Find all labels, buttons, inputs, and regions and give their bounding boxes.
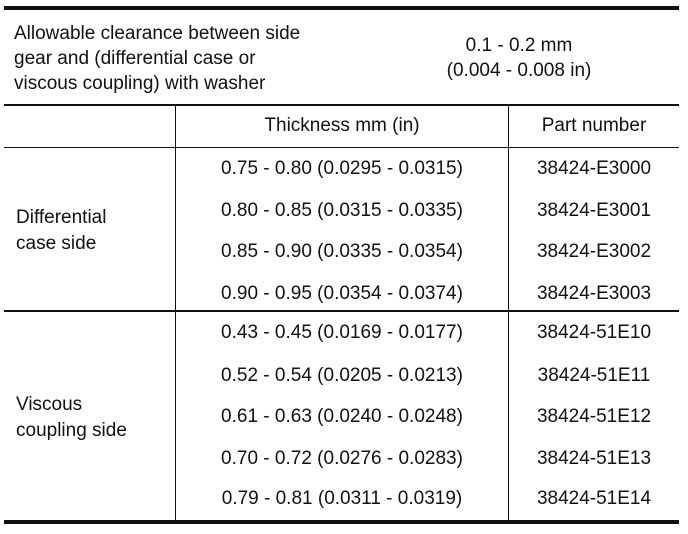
part-number-cell: 38424-E3003 — [536, 283, 652, 304]
thickness-cell: 0.61 - 0.63 (0.0240 - 0.0248) — [221, 406, 463, 427]
part-number-cell: 38424-51E11 — [537, 365, 651, 386]
clearance-label: Allowable clearance between side gear an… — [14, 23, 301, 94]
thickness-cell: 0.80 - 0.85 (0.0315 - 0.0335) — [221, 200, 463, 221]
thickness-cell: 0.85 - 0.90 (0.0335 - 0.0354) — [221, 241, 463, 262]
part-number-cell: 38424-51E13 — [536, 448, 652, 469]
thickness-cell: 0.75 - 0.80 (0.0295 - 0.0315) — [221, 158, 463, 179]
group-label-viscous: Viscous coupling side — [16, 394, 127, 441]
top-rule — [4, 6, 679, 10]
bottom-rule — [4, 520, 679, 524]
part-number-cell: 38424-E3000 — [536, 158, 652, 179]
clearance-value: 0.1 - 0.2 mm (0.004 - 0.008 in) — [446, 35, 592, 81]
part-number-cell: 38424-E3002 — [536, 241, 652, 262]
thickness-cell: 0.79 - 0.81 (0.0311 - 0.0319) — [221, 488, 463, 509]
part-number-cell: 38424-51E14 — [536, 488, 652, 509]
thickness-cell: 0.70 - 0.72 (0.0276 - 0.0283) — [221, 448, 463, 469]
clearance-table: Allowable clearance between side gear an… — [4, 0, 679, 534]
thickness-cell: 0.90 - 0.95 (0.0354 - 0.0374) — [221, 283, 463, 304]
column-header-thickness: Thickness mm (in) — [264, 115, 420, 136]
column-header-part-number: Part number — [541, 115, 647, 136]
group-divider-rule — [4, 310, 679, 312]
column-divider-left — [175, 105, 176, 521]
thickness-cell: 0.52 - 0.54 (0.0205 - 0.0213) — [221, 365, 463, 386]
part-number-cell: 38424-51E10 — [536, 322, 652, 343]
group-label-differential: Differential case side — [16, 207, 107, 254]
part-number-cell: 38424-E3001 — [536, 200, 652, 221]
column-header-rule — [4, 147, 679, 148]
part-number-cell: 38424-51E12 — [536, 406, 652, 427]
column-divider-right — [508, 105, 509, 521]
thickness-cell: 0.43 - 0.45 (0.0169 - 0.0177) — [221, 322, 463, 343]
header-rule — [4, 104, 679, 106]
